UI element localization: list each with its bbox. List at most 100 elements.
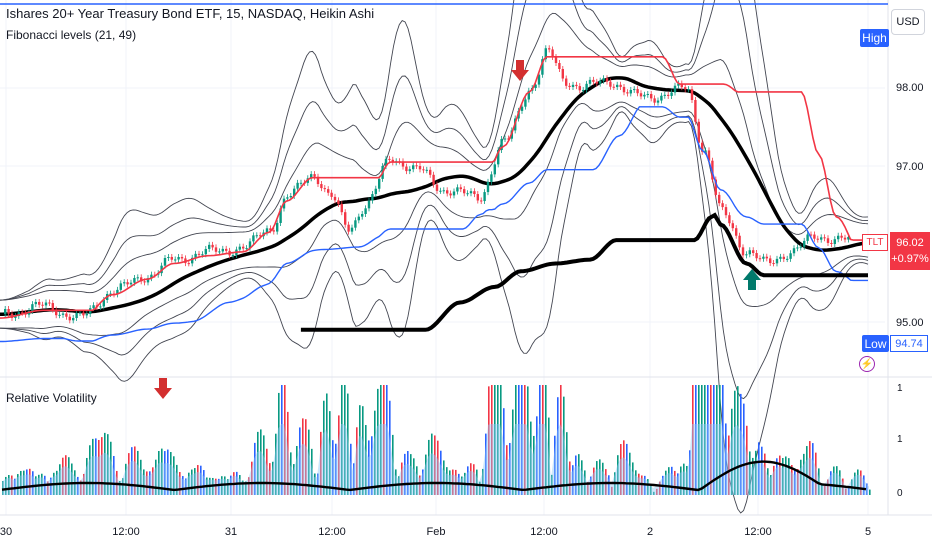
candle-body (578, 86, 581, 91)
volatility-bar (824, 485, 826, 495)
volatility-bar (269, 463, 271, 495)
candle-body (537, 74, 541, 85)
candle-body (616, 84, 619, 88)
volatility-bar (791, 465, 793, 495)
candle-body (806, 234, 809, 241)
candle-body (170, 256, 173, 260)
fib-blue-line (0, 106, 868, 343)
volatility-bar (527, 386, 529, 495)
volatility-bar (632, 462, 634, 495)
volatility-bar (323, 400, 325, 495)
candle-body (126, 282, 129, 285)
candle-body (58, 314, 61, 316)
candle-body (102, 299, 105, 307)
candle-body (687, 89, 690, 91)
volatility-bar (779, 455, 781, 495)
candle-body (357, 216, 360, 221)
volatility-bar (623, 440, 625, 495)
candle-body (690, 89, 694, 101)
volatility-bar (845, 488, 847, 495)
candle-body (731, 223, 734, 229)
volatility-bar (431, 433, 433, 495)
volatility-bar (533, 435, 535, 495)
volatility-bar (338, 415, 340, 495)
low-tag: Low (862, 335, 889, 352)
volatility-bar (59, 464, 61, 495)
currency-button[interactable]: USD (891, 9, 925, 35)
candle-body (650, 93, 653, 99)
candle-body (463, 189, 466, 194)
volatility-pane (1, 385, 871, 495)
volatility-bar (329, 411, 331, 495)
volatility-bar (686, 465, 688, 495)
volatility-bar (2, 481, 4, 495)
volatility-bar (374, 410, 376, 495)
volatility-bar (380, 385, 382, 495)
volatility-bar (515, 385, 517, 495)
candle-body (333, 196, 337, 201)
volatility-bar (677, 473, 679, 495)
candle-body (612, 86, 615, 88)
volatility-bar (107, 434, 109, 495)
candle-body (371, 194, 374, 201)
volatility-bar (8, 475, 10, 495)
candle-body (667, 94, 670, 96)
volatility-bar (773, 465, 775, 495)
moving-average-line (0, 76, 869, 316)
volatility-bar (197, 465, 199, 495)
candle-body (221, 248, 224, 252)
candle-body (194, 253, 197, 258)
volatility-bar (419, 475, 421, 495)
volatility-bar (797, 469, 799, 495)
candle-body (466, 193, 469, 195)
volatility-bar (371, 436, 373, 495)
time-axis-label: 30 (0, 526, 13, 538)
candle-body (602, 78, 605, 81)
time-axis-label: 12:00 (112, 526, 140, 538)
volatility-bar (104, 432, 106, 495)
volatility-bar (620, 444, 622, 495)
volatility-axis-label: 1 (897, 383, 903, 394)
volatility-label[interactable]: Relative Volatility (6, 391, 97, 405)
candle-body (605, 78, 609, 82)
low-value: 94.74 (890, 335, 928, 352)
candle-body (259, 235, 262, 237)
candle-body (344, 212, 347, 225)
volatility-bar (353, 463, 355, 495)
candle-body (432, 174, 435, 185)
volatility-bar (446, 467, 448, 495)
volatility-bar (413, 458, 415, 495)
candle-body (575, 84, 578, 87)
candle-body (323, 188, 326, 190)
candle-body (78, 312, 82, 314)
volatility-bar (182, 476, 184, 495)
volatility-bar (479, 481, 481, 495)
volatility-bar (137, 450, 139, 495)
volatility-bar (575, 455, 577, 495)
volatility-bar (437, 440, 439, 495)
volatility-bar (572, 465, 574, 495)
volatility-bar (800, 459, 802, 495)
candle-body (779, 256, 782, 259)
volatility-bar (551, 474, 553, 495)
candle-body (405, 166, 408, 172)
volatility-bar (227, 479, 229, 495)
volatility-bar (248, 477, 250, 495)
indicator-label[interactable]: Fibonacci levels (21, 49) (6, 28, 137, 42)
candle-body (14, 316, 17, 318)
candle-body (208, 244, 211, 249)
volatility-bar (659, 481, 661, 495)
candle-body (55, 309, 58, 316)
time-axis-label: 5 (864, 526, 872, 538)
lightning-icon[interactable]: ⚡ (859, 356, 875, 372)
candle-body (85, 313, 88, 316)
volatility-bar (710, 385, 712, 495)
volatility-bar (494, 385, 496, 495)
volatility-bar (167, 449, 169, 495)
candle-body (7, 309, 10, 314)
candle-body (789, 253, 792, 259)
volatility-bar (860, 470, 862, 495)
time-axis-label: 31 (224, 526, 238, 538)
candle-body (116, 289, 119, 295)
